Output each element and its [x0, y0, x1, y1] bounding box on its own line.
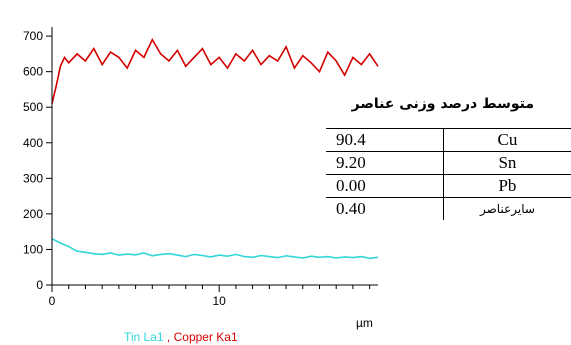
- x-tick-label: 10: [212, 294, 226, 308]
- y-axis-ticks: 0 100 200 300 400 500 600 700: [23, 29, 52, 292]
- chart-legend: Tin La1 , Copper Ka1: [124, 330, 238, 344]
- table-row: 0.40 سایرعناصر: [326, 197, 571, 220]
- element-cell: Sn: [443, 151, 571, 175]
- element-cell: Pb: [443, 174, 571, 198]
- table-row: 90.4 Cu: [326, 128, 571, 152]
- series-lines: [51, 37, 379, 260]
- composition-table: 90.4 Cu 9.20 Sn 0.00 Pb 0.40 سایرعناصر: [326, 128, 571, 220]
- table-row: 9.20 Sn: [326, 151, 571, 175]
- value-cell: 0.00: [326, 174, 444, 198]
- y-tick-label: 300: [23, 171, 43, 185]
- value-cell: 9.20: [326, 151, 444, 175]
- y-tick-label: 0: [36, 278, 43, 292]
- y-tick-label: 700: [23, 29, 43, 43]
- x-tick-label: 0: [49, 294, 56, 308]
- legend-separator: ,: [163, 330, 174, 344]
- composition-title: متوسط درصد وزنی عناصر: [351, 96, 534, 112]
- y-tick-label: 400: [23, 136, 43, 150]
- legend-tin: Tin La1: [124, 330, 164, 344]
- element-cell: سایرعناصر: [443, 197, 571, 220]
- x-axis-unit: µm: [356, 316, 373, 330]
- value-cell: 90.4: [326, 128, 444, 152]
- y-tick-label: 100: [23, 242, 43, 256]
- legend-copper: Copper Ka1: [173, 330, 238, 344]
- y-tick-label: 600: [23, 65, 43, 79]
- element-cell: Cu: [443, 128, 571, 152]
- y-tick-label: 500: [23, 100, 43, 114]
- value-cell: 0.40: [326, 197, 444, 220]
- series-line-tin-la1: [51, 238, 379, 260]
- y-tick-label: 200: [23, 207, 43, 221]
- series-line-copper-ka1: [51, 37, 379, 104]
- x-axis-ticks: 0 10: [49, 285, 371, 308]
- table-row: 0.00 Pb: [326, 174, 571, 198]
